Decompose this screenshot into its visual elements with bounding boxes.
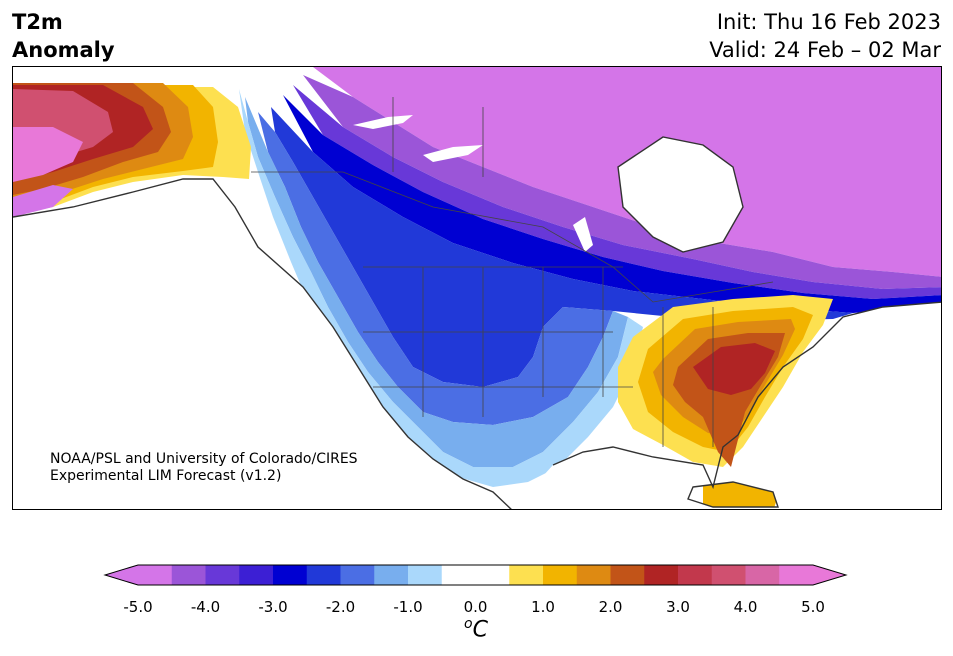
colorbar-under-arrow (105, 565, 138, 585)
anomaly-region-light-blue (245, 97, 628, 467)
coastlines (13, 136, 941, 509)
credit-line-2: Experimental LIM Forecast (v1.2) (50, 468, 282, 484)
ice-patch-2 (423, 145, 483, 162)
colorbar-cell (576, 565, 611, 585)
colorbar-tick-label: -5.0 (123, 598, 153, 616)
map-canvas (13, 67, 941, 509)
colorbar-tick-label: 1.0 (531, 598, 555, 616)
valid-date: Valid: 24 Feb – 02 Mar (709, 38, 941, 62)
colorbar-cell (340, 565, 375, 585)
colorbar-cell (711, 565, 746, 585)
title-line-1: T2m (12, 10, 63, 34)
credit-line-1: NOAA/PSL and University of Colorado/CIRE… (50, 451, 358, 467)
colorbar-cell (644, 565, 679, 585)
colorbar-cell (273, 565, 308, 585)
pacific-ocean (13, 179, 511, 509)
atlantic-ocean (773, 302, 941, 509)
colorbar-tick-label: -2.0 (325, 598, 356, 616)
ice-patch-3 (573, 217, 593, 252)
credit-text: NOAA/PSL and University of Colorado/CIRE… (50, 451, 358, 485)
colorbar-cell (171, 565, 206, 585)
colorbar-outline (103, 564, 848, 586)
temperature-anomaly-map: NOAA/PSL and University of Colorado/CIRE… (12, 66, 942, 510)
colorbar-tick-label: -4.0 (190, 598, 221, 616)
map-title: T2m Anomaly (12, 8, 115, 64)
anomaly-region-red-east (693, 343, 775, 395)
colorbar-cell (374, 565, 409, 585)
colorbar-unit: oC (464, 616, 488, 642)
colorbar-tick-label: 0.0 (463, 598, 488, 616)
colorbar-cell (475, 565, 510, 585)
colorbar-over-arrow (813, 565, 846, 585)
colorbar-cell (678, 565, 713, 585)
political-borders (251, 97, 774, 447)
colorbar-tick-label: 2.0 (598, 598, 623, 616)
colorbar-cell (205, 565, 240, 585)
anomaly-region-indigo (293, 85, 941, 299)
anomaly-region-deep-blue (283, 95, 941, 313)
title-line-2: Anomaly (12, 38, 115, 62)
colorbar (103, 564, 848, 586)
colorbar-cell (239, 565, 274, 585)
hudson-bay (618, 137, 743, 252)
unit-letter: C (472, 617, 488, 643)
colorbar-cell (306, 565, 341, 585)
colorbar-cell (745, 565, 780, 585)
colorbar-tick-label: 5.0 (801, 598, 825, 616)
colorbar-cell (509, 565, 544, 585)
anomaly-region-purple-alaska-west (13, 185, 73, 217)
colorbar-cell (408, 565, 443, 585)
colorbar-tick-label: 3.0 (666, 598, 690, 616)
colorbar-cell (610, 565, 645, 585)
colorbar-tick-label: -3.0 (258, 598, 288, 616)
unit-degree: o (464, 616, 473, 632)
colorbar-cell (779, 565, 814, 585)
forecast-dates: Init: Thu 16 Feb 2023 Valid: 24 Feb – 02… (709, 8, 941, 64)
colorbar-cell (138, 565, 173, 585)
init-date: Init: Thu 16 Feb 2023 (716, 10, 941, 34)
colorbar-cell (543, 565, 578, 585)
colorbar-cells (138, 565, 814, 585)
anomaly-region-mid-blue (258, 112, 613, 425)
anomaly-region-magenta-alaska (13, 127, 83, 182)
ice-patch-1 (353, 115, 413, 129)
colorbar-cell (441, 565, 476, 585)
colorbar-tick-label: -1.0 (393, 598, 423, 616)
gulf-of-mexico (533, 447, 703, 509)
colorbar-tick-label: 4.0 (733, 598, 758, 616)
